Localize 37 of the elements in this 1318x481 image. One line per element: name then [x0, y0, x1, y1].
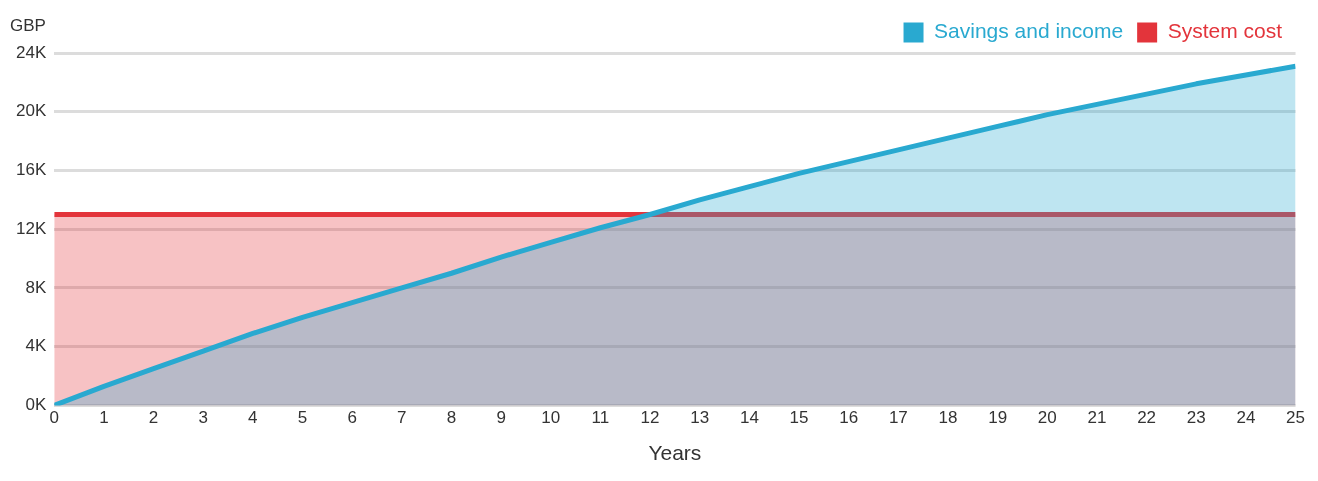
- x-tick-label: 24: [1236, 408, 1256, 428]
- legend-label: System cost: [1167, 19, 1283, 43]
- x-tick-label: 13: [690, 408, 710, 428]
- x-tick-label: 18: [938, 408, 958, 428]
- x-tick-label: 1: [99, 408, 109, 428]
- x-tick-label: 19: [988, 408, 1008, 428]
- x-tick-label: 3: [198, 408, 208, 428]
- x-tick-label: 12: [640, 408, 660, 428]
- x-tick-label: 23: [1186, 408, 1206, 428]
- y-axis-title: GBP: [10, 16, 46, 36]
- x-tick-label: 14: [739, 408, 759, 428]
- y-tick-label: 0K: [25, 395, 47, 415]
- x-tick-label: 15: [789, 408, 809, 428]
- legend-label: Savings and income: [934, 19, 1124, 43]
- x-tick-label: 16: [839, 408, 859, 428]
- x-tick-label: 0: [49, 408, 59, 428]
- x-tick-label: 8: [446, 408, 457, 428]
- y-tick-label: 12K: [16, 218, 47, 238]
- x-tick-label: 21: [1087, 408, 1107, 428]
- x-tick-label: 25: [1286, 408, 1306, 428]
- x-tick-label: 5: [297, 408, 308, 428]
- x-tick-label: 10: [541, 408, 561, 428]
- y-tick-label: 20K: [16, 101, 47, 121]
- x-tick-label: 2: [148, 408, 159, 428]
- x-tick-label: 22: [1137, 408, 1157, 428]
- y-tick-label: 4K: [25, 336, 47, 356]
- x-tick-label: 20: [1037, 408, 1057, 428]
- x-tick-label: 4: [248, 408, 258, 428]
- x-tick-label: 7: [397, 408, 407, 428]
- x-tick-label: 9: [496, 408, 506, 428]
- x-axis-title: Years: [648, 441, 702, 465]
- y-tick-label: 16K: [16, 160, 47, 180]
- x-tick-label: 17: [888, 408, 908, 428]
- y-tick-label: 8K: [25, 277, 47, 297]
- x-tick-label: 11: [591, 408, 610, 428]
- y-tick-label: 24K: [16, 42, 47, 62]
- x-tick-label: 6: [347, 408, 357, 428]
